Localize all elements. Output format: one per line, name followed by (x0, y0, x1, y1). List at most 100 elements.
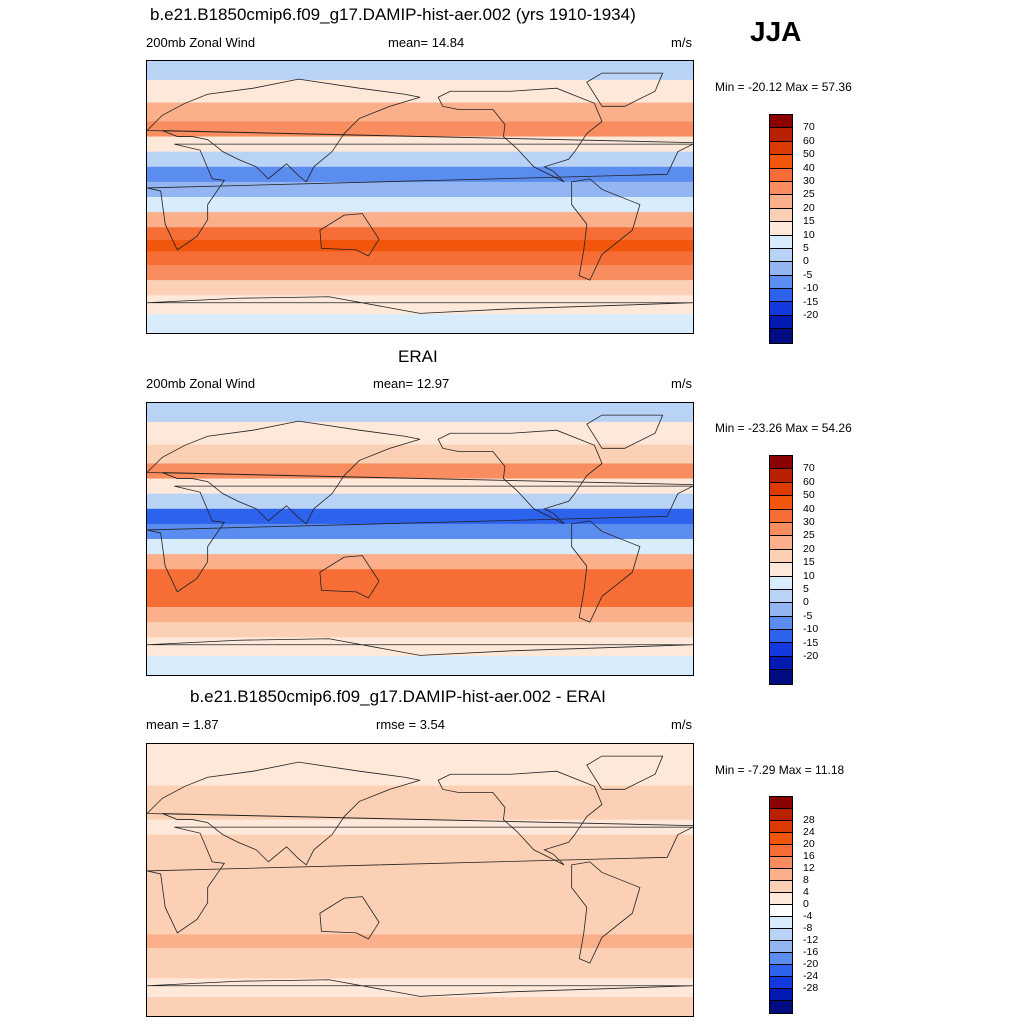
panel-3-rmse-label: rmse = 3.54 (376, 717, 446, 732)
panel-2-colorbar-label: 25 (803, 529, 815, 542)
panel-3-band-10 (147, 910, 693, 924)
panel-3-colorbar-cell (770, 965, 792, 977)
panel-3-band-12 (147, 934, 693, 949)
panel-2-colorbar-label: 0 (803, 596, 809, 609)
panel-1-band-14 (147, 280, 693, 296)
panel-1-colorbar-label: 30 (803, 175, 815, 187)
panel-1-colorbar-cell (770, 181, 792, 196)
panel-1-title: b.e21.B1850cmip6.f09_g17.DAMIP-hist-aer.… (150, 5, 636, 24)
panel-2-minmax: Min = -23.26 Max = 54.26 (715, 421, 852, 435)
panel-1-units-label: m/s (671, 35, 692, 50)
panel-3-band-9 (147, 895, 693, 911)
panel-2-band-12 (147, 593, 693, 608)
panel-3-colorbar-label: -28 (803, 982, 819, 994)
panel-2-coastline-0 (147, 485, 693, 593)
panel-1-colorbar-cell (770, 222, 792, 236)
panel-3-band-1 (147, 762, 693, 787)
panel-2-colorbar-cell (770, 522, 792, 537)
panel-3-colorbar-cell (770, 857, 792, 869)
panel-1-band-9 (147, 212, 693, 228)
panel-2-colorbar-label: 70 (803, 462, 815, 475)
panel-2-colorbar-cell (770, 482, 792, 497)
panel-2-colorbar-label: 50 (803, 489, 815, 502)
panel-2-variable-label: 200mb Zonal Wind (146, 376, 256, 391)
panel-3-band-8 (147, 880, 693, 896)
panel-1-colorbar-cell (770, 315, 792, 330)
panel-1-coastline-0 (147, 143, 693, 251)
panel-3-colorbar-cell (770, 905, 792, 917)
panel-2-band-5 (147, 493, 693, 510)
panel-3-minmax: Min = -7.29 Max = 11.18 (715, 763, 845, 777)
panel-2-mean-label: mean= 12.97 (373, 376, 450, 391)
panel-1-colorbar-cell (770, 128, 792, 142)
panel-3-coastline-0 (147, 826, 693, 934)
panel-2-colorbar-cell (770, 456, 792, 470)
panel-1-coastline-1 (147, 78, 693, 183)
panel-1-colorbar-label: 50 (803, 148, 815, 161)
panel-3-colorbar-label: 12 (803, 862, 815, 874)
panel-1-colorbar-cell (770, 262, 792, 276)
panel-2-colorbar-label: 10 (803, 569, 815, 582)
panel-2-map (146, 402, 694, 676)
panel-2-colorbar-cell (770, 549, 792, 564)
panel-1-minmax: Min = -20.12 Max = 57.36 (715, 80, 852, 94)
panel-1-band-15 (147, 295, 693, 315)
panel-3-colorbar-cell (770, 881, 792, 893)
panel-3-colorbar-cell (770, 893, 792, 905)
panel-1-band-10 (147, 227, 693, 241)
panel-1-mean-label: mean= 14.84 (388, 35, 465, 50)
panel-1-coastline-3 (437, 87, 603, 183)
panel-2-band-1 (147, 421, 693, 446)
panel-2-colorbar-cell (770, 576, 792, 590)
panel-2-band-13 (147, 607, 693, 623)
panel-2-colorbar-cell (770, 656, 792, 671)
panel-3-colorbar-cell (770, 1001, 792, 1013)
panel-2-colorbar-label: 40 (803, 502, 815, 515)
panel-3-colorbar-cell (770, 929, 792, 941)
panel-3-band-5 (147, 834, 693, 851)
panel-2-colorbar (769, 455, 793, 685)
panel-2-colorbar-label: -20 (803, 650, 819, 662)
panel-2-band-7 (147, 523, 693, 540)
panel-1-colorbar-cell (770, 275, 792, 290)
panel-2-band-6 (147, 508, 693, 525)
panel-3-coastline-1 (147, 761, 693, 866)
panel-3-colorbar-label: 8 (803, 874, 809, 886)
panel-1-band-7 (147, 181, 693, 198)
panel-3-band-14 (147, 963, 693, 979)
panel-2-coastline-1 (147, 420, 693, 525)
panel-2-title: ERAI (398, 347, 438, 366)
panel-1-coastline-2 (319, 213, 380, 257)
panel-2-band-10 (147, 569, 693, 583)
panel-3-colorbar-cell (770, 869, 792, 881)
panel-2-colorbar-label: -15 (803, 636, 819, 649)
panel-1-band-0 (147, 61, 693, 81)
panel-2-coastline-3 (437, 429, 603, 525)
panel-3-band-15 (147, 978, 693, 998)
panel-3-colorbar-label: 20 (803, 838, 815, 850)
panel-3-band-3 (147, 804, 693, 821)
panel-3-colorbar-cell (770, 809, 792, 821)
panel-2-band-15 (147, 637, 693, 657)
panel-2-units-label: m/s (671, 376, 692, 391)
panel-2-band-8 (147, 539, 693, 555)
panel-2-colorbar-cell (770, 563, 792, 577)
panel-2-colorbar-cell (770, 670, 792, 684)
panel-1-band-8 (147, 197, 693, 213)
panel-3-coastline-6 (147, 979, 693, 997)
panel-2-colorbar-cell (770, 630, 792, 644)
panel-3-colorbar-cell (770, 833, 792, 845)
panel-3-coastline-2 (319, 896, 380, 940)
panel-3-band-2 (147, 785, 693, 805)
panel-1-colorbar-label: 15 (803, 215, 815, 228)
panel-3-colorbar-label: 0 (803, 898, 809, 910)
panel-1-band-12 (147, 251, 693, 266)
panel-3-band-11 (147, 923, 693, 935)
panel-2-colorbar-label: -5 (803, 609, 813, 622)
panel-1-colorbar-label: 5 (803, 242, 809, 254)
panel-1-colorbar-cell (770, 248, 792, 263)
panel-3-colorbar-label: 24 (803, 826, 815, 838)
panel-1-colorbar-cell (770, 195, 792, 209)
panel-3-band-7 (147, 864, 693, 881)
panel-2-colorbar-cell (770, 509, 792, 523)
